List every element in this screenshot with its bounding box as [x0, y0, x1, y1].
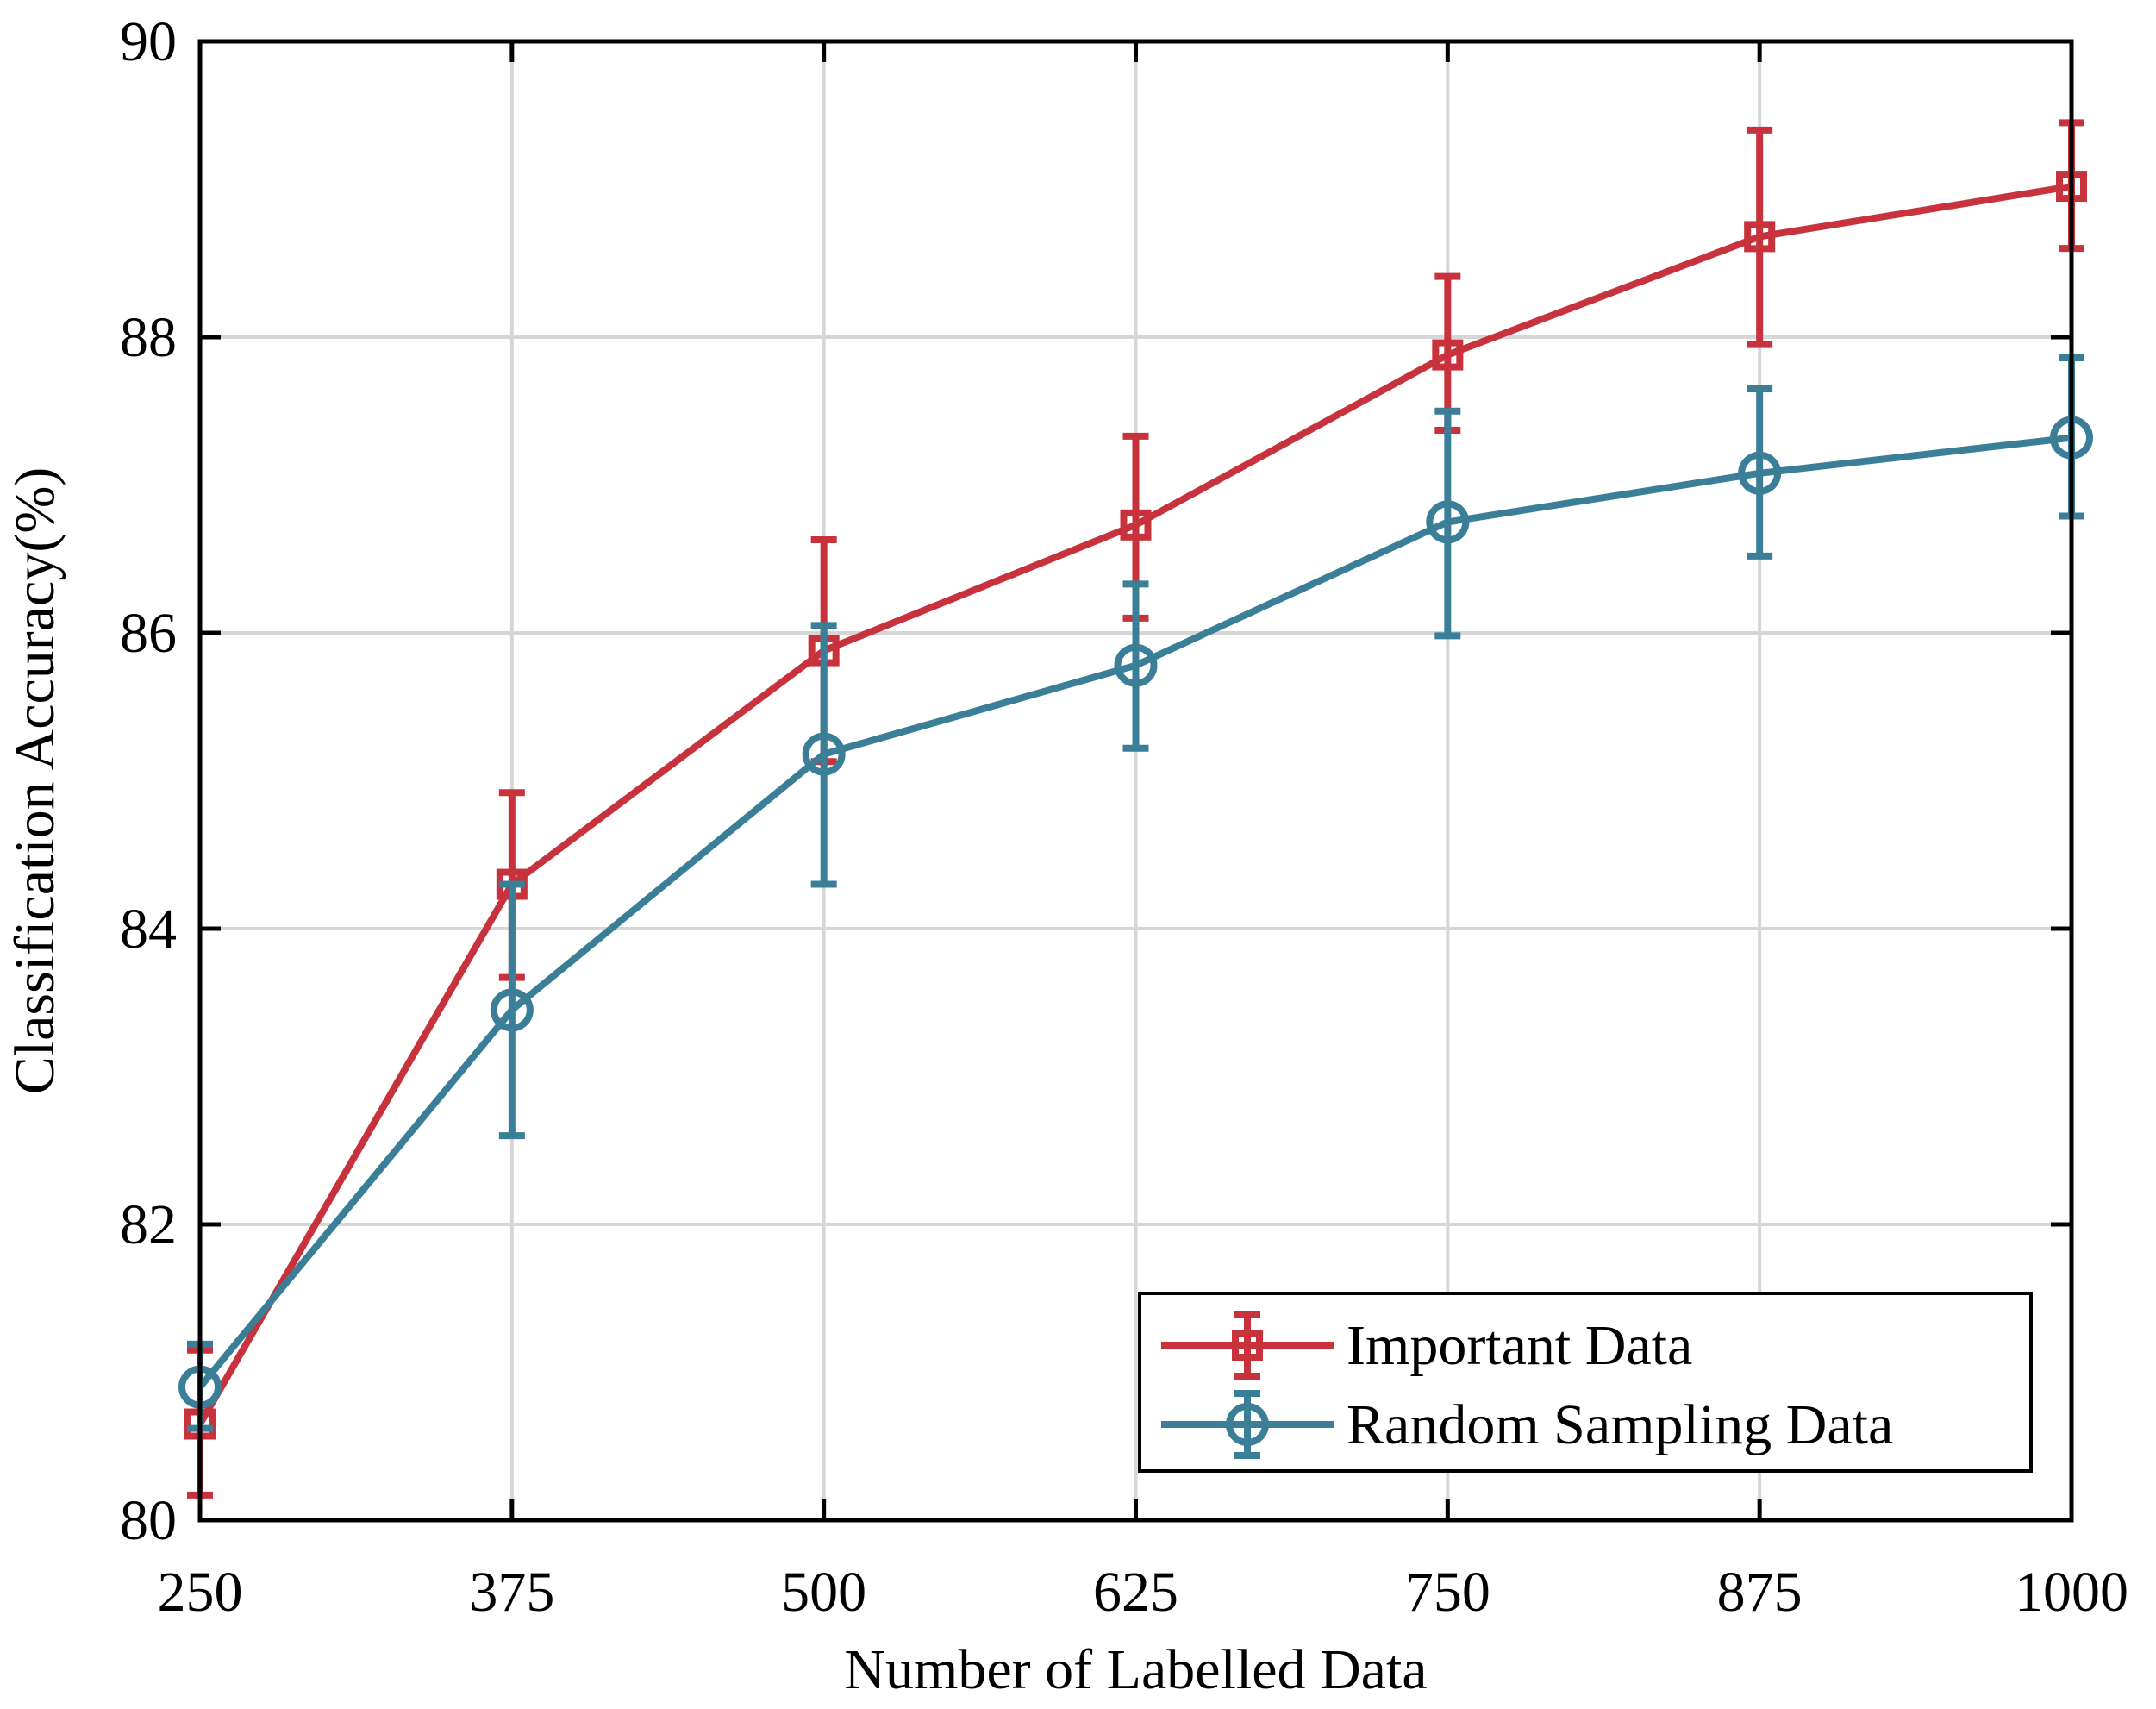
- error-bar: [1747, 126, 1773, 348]
- y-tick-label: 90: [120, 10, 177, 73]
- x-tick-label: 375: [469, 1561, 554, 1624]
- square-marker: [1232, 1330, 1263, 1361]
- y-tick-label: 86: [120, 602, 177, 665]
- circle-marker: [1226, 1403, 1269, 1446]
- x-tick-label: 1000: [2015, 1561, 2128, 1624]
- x-tick-label: 625: [1093, 1561, 1178, 1624]
- circle-marker: [1114, 643, 1158, 687]
- error-bar: [1434, 407, 1461, 640]
- circle-marker: [490, 988, 534, 1032]
- y-tick-label: 82: [120, 1193, 177, 1256]
- legend-label: Random Sampling Data: [1347, 1393, 1893, 1456]
- circle-marker: [802, 732, 846, 776]
- legend-label: Important Data: [1347, 1314, 1692, 1377]
- tick-labels: 250 375 500 625 750 875 1000 80 82 84 86 88 90: [120, 10, 2128, 1624]
- square-marker: [1744, 221, 1776, 253]
- square-marker: [1120, 509, 1152, 541]
- error-bar: [1747, 385, 1773, 560]
- plot-frame: [197, 39, 2074, 1523]
- square-marker: [1432, 339, 1464, 371]
- y-tick-label: 88: [120, 306, 177, 369]
- x-tick-label: 750: [1405, 1561, 1490, 1624]
- x-tick-label: 500: [781, 1561, 866, 1624]
- y-axis-label: Classification Accuracy(%): [3, 467, 66, 1095]
- circle-marker: [1426, 500, 1470, 544]
- x-axis-label: Number of Labelled Data: [844, 1638, 1427, 1701]
- y-tick-label: 84: [120, 898, 177, 961]
- error-bar: [498, 880, 525, 1140]
- legend-entry: Important Data: [1161, 1311, 1692, 1380]
- error-bar: [1122, 580, 1149, 752]
- y-tick-label: 80: [120, 1489, 177, 1552]
- error-bar: [810, 622, 837, 888]
- x-tick-label: 250: [158, 1561, 243, 1624]
- circle-marker: [1738, 451, 1782, 495]
- x-tick-label: 875: [1717, 1561, 1803, 1624]
- legend-entry: Random Sampling Data: [1161, 1390, 1893, 1459]
- legend: Important Data Random Sampling Data: [1138, 1292, 2033, 1473]
- legend-box: [1138, 1292, 2033, 1473]
